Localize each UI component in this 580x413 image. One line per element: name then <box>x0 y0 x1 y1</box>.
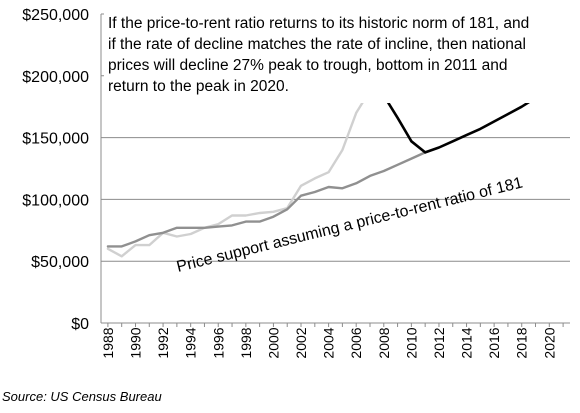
x-tick-label: 1992 <box>155 327 171 358</box>
annotation-box: If the price-to-rent ratio returns to it… <box>104 10 570 103</box>
x-tick-label: 2020 <box>541 327 557 358</box>
x-tick-label: 2000 <box>265 327 281 358</box>
x-tick-label: 1996 <box>210 327 226 358</box>
x-tick-label: 2016 <box>486 327 502 358</box>
annotation-line: return to the peak in 2020. <box>108 78 289 95</box>
axes <box>100 14 570 327</box>
x-tick-label: 1998 <box>238 327 254 358</box>
y-tick-label: $200,000 <box>22 69 89 86</box>
y-tick-label: $0 <box>71 316 89 333</box>
x-tick-label: 2014 <box>459 327 475 358</box>
annotation-line: prices will decline 27% peak to trough, … <box>108 57 508 74</box>
x-tick-label: 2010 <box>403 327 419 358</box>
y-tick-label: $50,000 <box>31 254 89 271</box>
x-tick-label: 2012 <box>431 327 447 358</box>
x-tick-label: 2006 <box>348 327 364 358</box>
y-tick-labels: $0 $50,000 $100,000 $150,000 $200,000 $250,00… <box>22 7 89 333</box>
annotation-background <box>104 10 570 103</box>
source-note: Source: US Census Bureau <box>2 389 162 404</box>
series-line <box>106 89 372 258</box>
x-tick-label: 1994 <box>183 327 199 358</box>
x-tick-label: 1990 <box>127 327 143 358</box>
x-tick-label: 2018 <box>514 327 530 358</box>
x-tick-labels: 1988 1990 1992 1994 1996 1998 2000 2002 2004 2006… <box>100 327 557 358</box>
y-tick-label: $250,000 <box>22 7 89 24</box>
x-tick-label: 1988 <box>100 327 116 358</box>
x-tick-label: 2008 <box>376 327 392 358</box>
annotation-line: If the price-to-rent ratio returns to it… <box>108 15 529 32</box>
x-tick-label: 2004 <box>321 327 337 358</box>
x-tick-label: 2002 <box>293 327 309 358</box>
y-tick-label: $150,000 <box>22 131 89 148</box>
series-line <box>106 151 427 248</box>
y-tick-label: $100,000 <box>22 192 89 209</box>
annotation-line: if the rate of decline matches the rate … <box>108 36 526 53</box>
